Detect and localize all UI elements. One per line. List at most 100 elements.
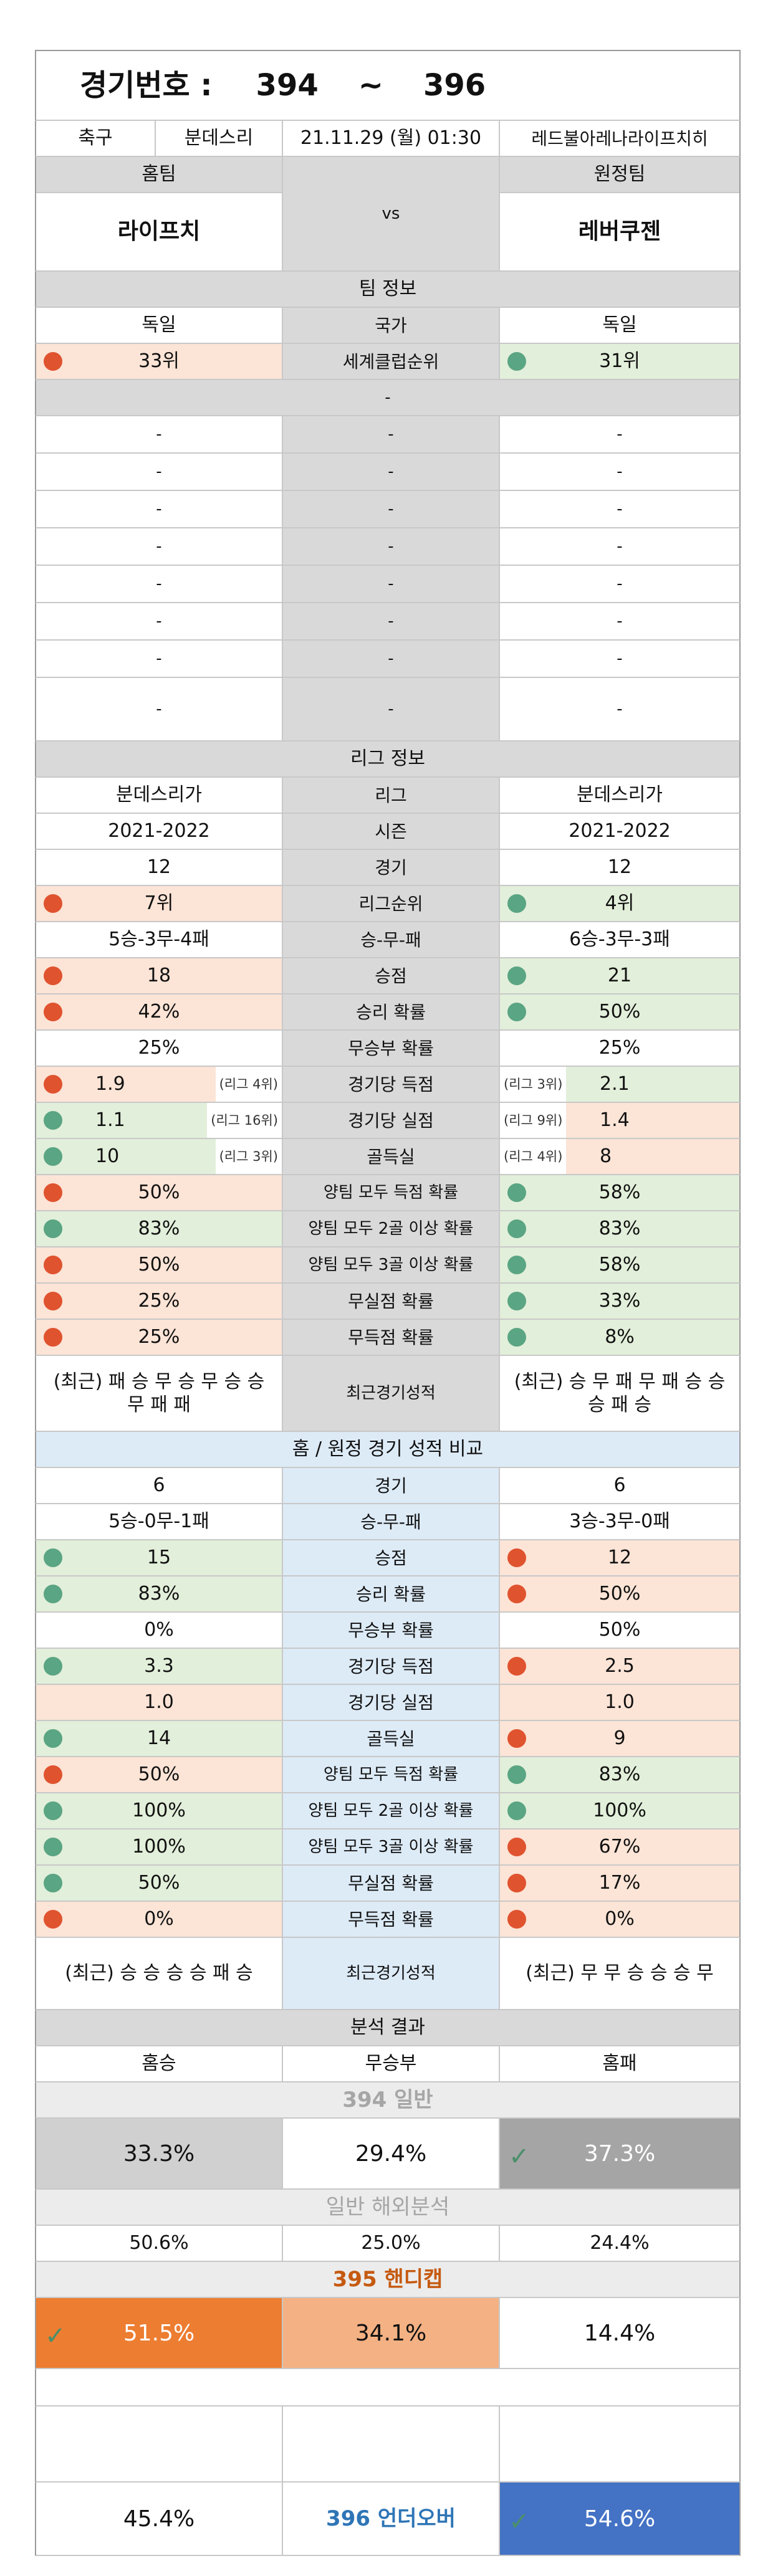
red-dot-icon <box>507 1585 526 1603</box>
ha-away: 1.0 <box>500 1685 739 1720</box>
ha-home: 1.0 <box>36 1685 282 1720</box>
red-dot-icon <box>44 1003 62 1021</box>
ha-away: 6 <box>500 1468 739 1503</box>
season-label: 시즌 <box>282 814 500 849</box>
league-away: 58% <box>500 1247 739 1282</box>
league-away-value: 2.1 <box>600 1073 630 1095</box>
league-home: 42% <box>36 995 282 1029</box>
ha-label: 무승부 확률 <box>282 1613 500 1648</box>
team-blank-row: --- <box>35 416 741 454</box>
home-recent-homeform: (최근) 승 승 승 승 패 승 <box>65 1962 253 1985</box>
home-dash: - <box>156 537 162 556</box>
title-row: 경기번호 : 394 ~ 396 <box>35 50 741 121</box>
away-league: 분데스리가 <box>577 784 663 806</box>
ha-home-value: 14 <box>146 1727 171 1750</box>
league-info-header: 리그 정보 <box>35 742 741 778</box>
green-dot-icon <box>507 894 526 913</box>
home-win-label: 홈승 <box>142 2053 176 2075</box>
away-dash: - <box>617 699 623 718</box>
green-dot-icon <box>44 1657 62 1676</box>
analysis-header: 분석 결과 <box>35 2010 741 2046</box>
league-home: 5승-3무-4패 <box>36 922 282 957</box>
league-row: 25% 무실점 확률 33% <box>35 1284 741 1320</box>
overseas-draw: 25.0% <box>282 2226 500 2261</box>
home-world-rank-value: 33위 <box>138 350 180 373</box>
ha-away-value: 50% <box>598 1583 641 1605</box>
ha-home-value: 0% <box>144 1619 174 1641</box>
match-number-to: 396 <box>423 68 486 103</box>
ha-home-value: 15 <box>146 1547 171 1569</box>
ha-away-value: 6 <box>613 1474 626 1497</box>
overseas-home: 50.6% <box>129 2232 189 2254</box>
green-dot-icon <box>44 1585 62 1603</box>
team-blank-row: --- <box>35 566 741 603</box>
check-icon: ✓ <box>509 2507 530 2536</box>
p395-away: 14.4% <box>583 2320 656 2346</box>
league-label: 승점 <box>282 958 500 993</box>
red-dot-icon <box>507 1548 526 1567</box>
ha-away-value: 83% <box>598 1763 641 1786</box>
homeaway-recent-row: (최근) 승 승 승 승 패 승 최근경기성적 (최근) 무 무 승 승 승 무 <box>35 1938 741 2010</box>
title-label: 경기번호 : <box>80 68 213 103</box>
green-dot-icon <box>44 1548 62 1567</box>
league-away-value: 83% <box>598 1218 641 1240</box>
league-away-value: 33% <box>598 1290 641 1312</box>
overseas-header: 일반 해외분석 <box>35 2190 741 2226</box>
league-away-value: 8 <box>600 1145 612 1168</box>
p394-draw: 29.4% <box>282 2119 500 2188</box>
label-dash: - <box>282 454 500 490</box>
league-home-value: 5승-3무-4패 <box>108 928 209 951</box>
league-row: 1.9 (리그 4위) 경기당 득점 2.1 (리그 3위) <box>35 1067 741 1103</box>
match-number-tilde: ~ <box>358 68 383 103</box>
ha-home: 83% <box>36 1577 282 1611</box>
ha-away: 3승-3무-0패 <box>500 1504 739 1539</box>
league-away-value: 12 <box>607 856 632 879</box>
ha-row: 6 경기 6 <box>35 1468 741 1504</box>
home-team-name: 라이프치 <box>117 218 201 244</box>
ha-row: 0% 무승부 확률 50% <box>35 1613 741 1649</box>
league-home: 18 <box>36 958 282 993</box>
ha-away: 50% <box>500 1613 739 1648</box>
league-away: 33% <box>500 1284 739 1319</box>
league-away-value: 21 <box>607 965 632 987</box>
green-dot-icon <box>44 1111 62 1130</box>
league-home-value: 42% <box>138 1001 180 1023</box>
ha-home: 50% <box>36 1866 282 1901</box>
ha-label: 양팀 모두 3골 이상 확률 <box>282 1829 500 1864</box>
label-dash: - <box>282 491 500 527</box>
s395-header: 395 핸디캡 <box>35 2262 741 2298</box>
homeaway-recent-label: 최근경기성적 <box>282 1938 500 2009</box>
overseas-title: 일반 해외분석 <box>36 2190 739 2225</box>
green-dot-icon <box>507 352 526 371</box>
home-world-rank: 33위 <box>36 344 282 379</box>
league-home-league-rank: (리그 16위) <box>207 1103 282 1138</box>
ha-row: 1.0 경기당 실점 1.0 <box>35 1685 741 1721</box>
league-away-league-rank: (리그 3위) <box>500 1067 567 1102</box>
ha-label: 경기당 실점 <box>282 1685 500 1720</box>
green-dot-icon <box>44 1874 62 1892</box>
away-recent-form: (최근) 승 무 패 무 패 승 승 승 패 승 <box>514 1370 726 1416</box>
spacer-row <box>35 2369 741 2407</box>
green-dot-icon <box>44 1219 62 1238</box>
ha-away-value: 0% <box>605 1908 635 1930</box>
ha-away-value: 50% <box>598 1619 641 1641</box>
team-blank-row: --- <box>35 678 741 742</box>
red-dot-icon <box>507 1910 526 1929</box>
league-home: 50% <box>36 1247 282 1282</box>
ha-away: 2.5 <box>500 1649 739 1684</box>
league-home: 7위 <box>36 886 282 921</box>
ha-row: 3.3 경기당 득점 2.5 <box>35 1649 741 1685</box>
ha-away-value: 12 <box>607 1547 632 1569</box>
league-row: 5승-3무-4패 승-무-패 6승-3무-3패 <box>35 922 741 958</box>
league-home-value: 18 <box>146 965 171 987</box>
ha-row: 15 승점 12 <box>35 1540 741 1577</box>
league-info-title: 리그 정보 <box>36 742 739 776</box>
team-info-header: 팀 정보 <box>35 272 741 308</box>
league-away: 83% <box>500 1211 739 1246</box>
ha-away-value: 1.0 <box>605 1691 635 1714</box>
blank-home <box>36 2407 282 2481</box>
p394-away: ✓ 37.3% <box>500 2119 739 2188</box>
league-away-league-rank: (리그 9위) <box>500 1103 567 1138</box>
league-away-value: 4위 <box>605 892 635 915</box>
s396-title: 396 언더오버 <box>282 2483 500 2555</box>
